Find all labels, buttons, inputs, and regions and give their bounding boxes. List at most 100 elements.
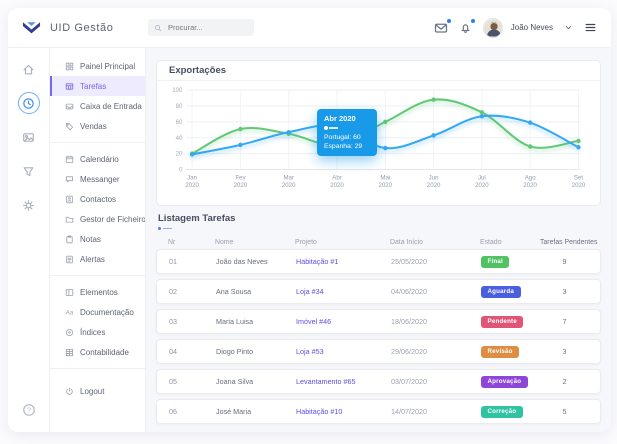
cell-nr: 05 xyxy=(169,377,177,386)
cell-nr: 03 xyxy=(169,317,177,326)
project-link[interactable]: Habitação #1 xyxy=(296,257,339,266)
sidebar-item-painel-principal[interactable]: Painel Principal xyxy=(50,56,145,76)
cell-nome: Joana Silva xyxy=(216,377,254,386)
svg-text:20: 20 xyxy=(176,151,183,158)
typography-icon: Aa xyxy=(65,308,74,317)
sidebar-item-calendario[interactable]: Calendário xyxy=(50,149,145,169)
chart-svg: 0 20 40 60 80 100 Jan 2020 Fev 2020 Mar 2020 Abr 2020… xyxy=(172,87,586,189)
project-link[interactable]: Imóvel #46 xyxy=(296,317,332,326)
sidebar-item-label: Elementos xyxy=(80,287,118,297)
sidebar-item-messanger[interactable]: Messanger xyxy=(50,169,145,189)
folder-icon xyxy=(65,215,74,224)
cell-data-inicio: 25/05/2020 xyxy=(391,257,427,266)
sidebar-item-gestor-de-ficheiros[interactable]: Gestor de Ficheiros xyxy=(50,209,145,229)
bell-notification-dot xyxy=(470,19,475,23)
cell-projeto: Loja #34 xyxy=(296,287,391,296)
cell-nome: João das Neves xyxy=(216,257,268,266)
svg-text:60: 60 xyxy=(176,119,183,126)
search-icon xyxy=(154,24,162,32)
project-link[interactable]: Loja #53 xyxy=(296,347,324,356)
rail-item-gear[interactable] xyxy=(18,194,40,216)
home-icon xyxy=(22,63,35,76)
cell-projeto: Imóvel #46 xyxy=(296,317,391,326)
filter-icon xyxy=(22,165,35,178)
status-badge: Pendente xyxy=(481,315,524,328)
cell-estado: Correção xyxy=(481,405,541,418)
sidebar-item-caixa-de-entrada[interactable]: Caixa de Entrada xyxy=(50,96,145,116)
cell-nome: José Maria xyxy=(216,407,252,416)
cell-data-inicio: 04/06/2020 xyxy=(391,287,427,296)
sidebar-item-label: Caixa de Entrada xyxy=(80,101,142,111)
column-header-estado: Estado xyxy=(480,238,502,246)
cell-data-inicio: 14/07/2020 xyxy=(391,407,427,416)
table-body: 01 João das Neves Habitação #1 25/05/2020 Fi… xyxy=(156,249,601,424)
cell-tarefas-pendentes: 7 xyxy=(562,317,567,326)
sidebar-item-tarefas[interactable]: Tarefas xyxy=(50,76,145,96)
cell-estado: Aprovação xyxy=(481,375,541,388)
sidebar-item-logout[interactable]: Logout xyxy=(50,381,145,401)
sidebar-item-label: Logout xyxy=(80,386,105,396)
clock-icon xyxy=(22,97,35,110)
sidebar-item-contabilidade[interactable]: Contabilidade xyxy=(50,342,145,362)
cell-projeto: Habitação #10 xyxy=(296,407,391,416)
status-badge: Aguarda xyxy=(481,285,521,298)
table-row: 06 José Maria Habitação #10 14/07/2020 Corre… xyxy=(156,399,601,424)
search-input[interactable] xyxy=(166,22,248,33)
user-menu-caret-icon[interactable] xyxy=(564,23,573,32)
hamburger-menu-button[interactable] xyxy=(584,21,597,34)
status-badge: Final xyxy=(481,255,510,268)
table-title: Listagem Tarefas xyxy=(158,213,236,224)
notifications-button[interactable] xyxy=(459,19,475,34)
sidebar-item-contactos[interactable]: Contactos xyxy=(50,189,145,209)
project-link[interactable]: Habitação #10 xyxy=(296,407,343,416)
rail-item-image[interactable] xyxy=(18,126,40,148)
cell-projeto: Levantamento #65 xyxy=(296,377,391,386)
target-icon xyxy=(65,328,74,337)
rail-item-home[interactable] xyxy=(18,58,40,80)
sidebar-item-label: Contabilidade xyxy=(80,347,129,357)
svg-text:0: 0 xyxy=(179,166,183,173)
cell-estado: Pendente xyxy=(481,315,541,328)
tooltip-title: Abr 2020 xyxy=(324,114,356,123)
rail-item-filter[interactable] xyxy=(18,160,40,182)
power-icon xyxy=(65,387,74,396)
chart-plot[interactable]: 0 20 40 60 80 100 Jan 2020 Fev 2020 Mar 2020 Abr 2020… xyxy=(157,81,600,196)
sidebar-item-label: Contactos xyxy=(80,194,117,204)
sidebar-item-label: Tarefas xyxy=(80,81,107,91)
sidebar-item-elementos[interactable]: Elementos xyxy=(50,282,145,302)
main-content: Exportações 0 20 40 60 80 100 Jan 2020 Fev 2020 Ma… xyxy=(146,48,611,432)
table-row: 01 João das Neves Habitação #1 25/05/2020 Fi… xyxy=(156,249,601,274)
cell-estado: Aguarda xyxy=(481,285,541,298)
chart-card: Exportações 0 20 40 60 80 100 Jan 2020 Fev 2020 Ma… xyxy=(156,60,601,206)
column-header-projeto: Projeto xyxy=(295,238,317,246)
svg-text:?: ? xyxy=(26,406,30,415)
cell-tarefas-pendentes: 3 xyxy=(562,347,567,356)
project-link[interactable]: Loja #34 xyxy=(296,287,324,296)
search-box[interactable] xyxy=(148,19,254,36)
mail-button[interactable] xyxy=(434,18,451,35)
cell-tarefas-pendentes: 9 xyxy=(562,257,567,266)
svg-text:Aa: Aa xyxy=(66,310,74,316)
sidebar-item-alertas[interactable]: Alertas xyxy=(50,249,145,269)
cell-tarefas-pendentes: 3 xyxy=(562,287,567,296)
sidebar-item-vendas[interactable]: Vendas xyxy=(50,116,145,136)
user-avatar[interactable] xyxy=(482,17,503,38)
sidebar-item-documentacao[interactable]: Aa Documentação xyxy=(50,302,145,322)
app-title: UID Gestão xyxy=(50,21,114,34)
cell-nome: Maria Luisa xyxy=(216,317,254,326)
project-link[interactable]: Levantamento #65 xyxy=(296,377,356,386)
calendar-icon xyxy=(65,155,74,164)
table-row: 05 Joana Silva Levantamento #65 03/07/2020 A… xyxy=(156,369,601,394)
sidebar-item-label: Vendas xyxy=(80,121,107,131)
rail-item-clock[interactable] xyxy=(17,92,40,114)
sidebar-item-notas[interactable]: Notas xyxy=(50,229,145,249)
sidebar-item-indices[interactable]: Índices xyxy=(50,322,145,342)
help-button[interactable]: ? xyxy=(22,403,36,422)
tooltip-marker-icon xyxy=(324,126,370,130)
gear-icon xyxy=(22,199,35,212)
app-window: UID Gestão João Neves ? xyxy=(8,8,611,432)
